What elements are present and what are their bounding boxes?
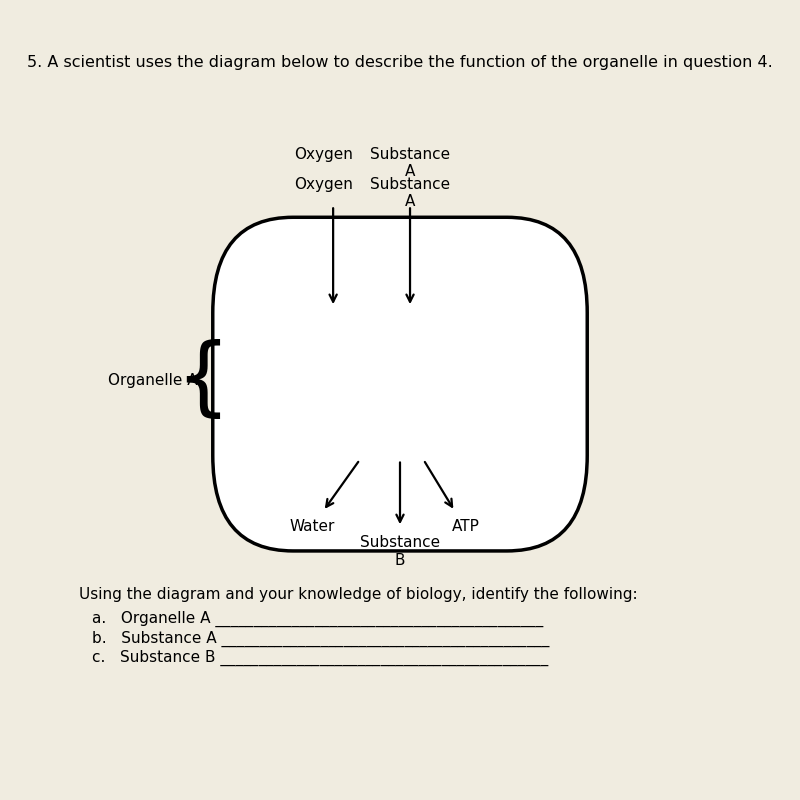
Text: Organelle A: Organelle A: [108, 373, 198, 388]
Text: Oxygen: Oxygen: [294, 177, 353, 192]
Text: Water: Water: [289, 519, 334, 534]
FancyBboxPatch shape: [213, 218, 587, 551]
Text: c.   Substance B ___________________________________________: c. Substance B _________________________…: [93, 650, 549, 666]
Text: A: A: [405, 164, 415, 179]
Text: Substance: Substance: [370, 177, 450, 192]
Text: {: {: [175, 338, 230, 422]
Text: ATP: ATP: [451, 519, 479, 534]
Text: a.   Organelle A ___________________________________________: a. Organelle A _________________________…: [93, 610, 544, 626]
Text: A: A: [405, 194, 415, 210]
Text: B: B: [394, 553, 406, 567]
Text: 5. A scientist uses the diagram below to describe the function of the organelle : 5. A scientist uses the diagram below to…: [27, 55, 773, 70]
Text: Substance: Substance: [360, 535, 440, 550]
Text: b.   Substance A ___________________________________________: b. Substance A _________________________…: [93, 630, 550, 646]
Text: Substance: Substance: [370, 146, 450, 162]
Text: Oxygen: Oxygen: [294, 146, 353, 162]
Text: Using the diagram and your knowledge of biology, identify the following:: Using the diagram and your knowledge of …: [79, 586, 638, 602]
